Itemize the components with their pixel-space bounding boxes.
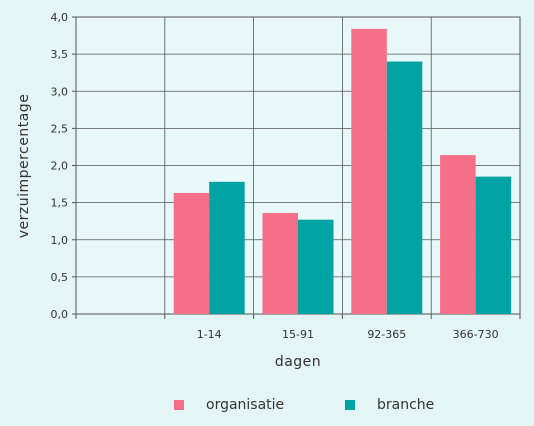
y-tick-label: 4,0: [51, 11, 69, 24]
x-tick-label: 1-14: [197, 328, 222, 341]
y-tick-label: 1,5: [51, 197, 69, 210]
y-axis-ticks: 0,0 0,5 1,0 1,5 2,0 2,5 3,0 3,5 4,0: [51, 11, 76, 321]
y-tick-label: 0,0: [51, 308, 69, 321]
x-tick-label: 366-730: [453, 328, 499, 341]
legend-swatch-organisatie: [174, 400, 184, 410]
bar-branche-366-730: [475, 176, 512, 314]
legend-item-branche: branche: [345, 397, 434, 413]
legend-label-branche: branche: [377, 397, 435, 413]
bar-branche-92-365: [386, 61, 423, 314]
y-tick-label: 1,0: [51, 234, 69, 247]
x-axis-title: dagen: [275, 354, 321, 370]
bar-organisatie-1-14: [173, 192, 210, 314]
x-axis-ticks: 1-14 15-91 92-365 366-730: [75, 314, 521, 341]
bar-organisatie-15-91: [262, 213, 298, 314]
x-tick-label: 15-91: [282, 328, 314, 341]
y-tick-label: 3,5: [51, 48, 69, 61]
legend: organisatie branche: [0, 397, 534, 417]
y-tick-label: 2,0: [51, 160, 69, 173]
bar-branche-15-91: [298, 219, 334, 314]
bar-organisatie-366-730: [440, 155, 476, 314]
bar-chart: 0,0 0,5 1,0 1,5 2,0 2,5 3,0 3,5 4,0 1-14 15-91 92-…: [16, 11, 521, 370]
bar-organisatie-92-365: [351, 28, 387, 314]
y-tick-label: 3,0: [51, 85, 69, 98]
y-tick-label: 2,5: [51, 122, 69, 135]
legend-swatch-branche: [345, 400, 355, 410]
legend-item-organisatie: organisatie: [174, 397, 284, 413]
y-axis-title: verzuimpercentage: [16, 94, 32, 239]
bars: [173, 28, 512, 314]
x-tick-label: 92-365: [367, 328, 406, 341]
y-tick-label: 0,5: [51, 271, 69, 284]
legend-label-organisatie: organisatie: [206, 397, 285, 413]
bar-branche-1-14: [209, 181, 245, 314]
